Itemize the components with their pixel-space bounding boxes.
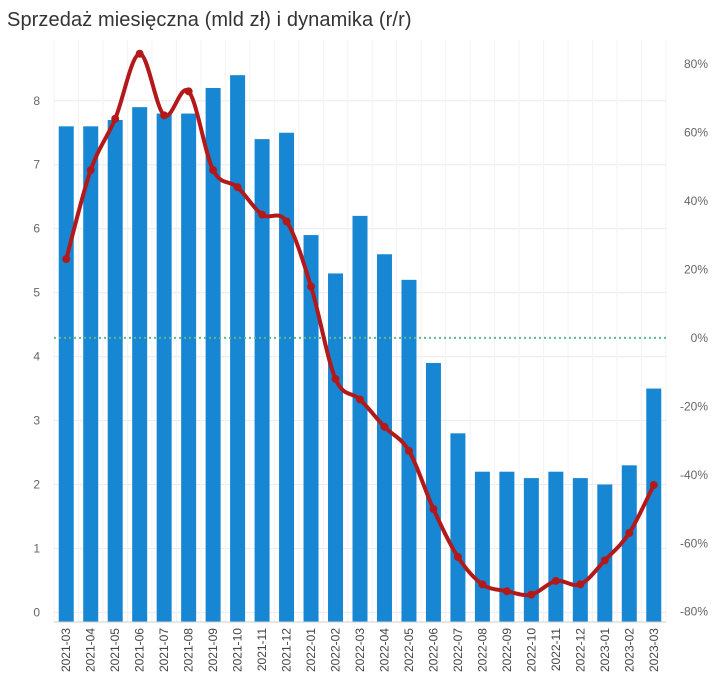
bar xyxy=(499,471,515,622)
y-right-tick-label: 20% xyxy=(684,262,708,276)
y-right-tick-label: -40% xyxy=(680,468,708,482)
y-left-tick-label: 1 xyxy=(33,541,40,555)
bar-series xyxy=(58,75,662,623)
bar xyxy=(548,471,564,622)
bar xyxy=(205,87,221,622)
line-point xyxy=(307,282,316,291)
bar xyxy=(156,113,172,623)
line-point xyxy=(331,374,340,383)
x-tick-label: 2022-09 xyxy=(500,628,514,672)
line-point xyxy=(86,166,95,175)
x-tick-label: 2021-07 xyxy=(157,628,171,672)
x-tick-label: 2022-07 xyxy=(451,628,465,672)
y-left-tick-label: 5 xyxy=(33,286,40,300)
line-point xyxy=(356,395,364,404)
bar xyxy=(646,388,662,622)
bar xyxy=(254,139,270,622)
y-right-tick-label: 60% xyxy=(684,125,708,139)
y-left-tick-label: 7 xyxy=(33,158,40,172)
x-tick-label: 2022-06 xyxy=(426,628,440,672)
line-point xyxy=(258,210,267,219)
bar xyxy=(621,465,637,622)
bar xyxy=(132,107,148,622)
line-point xyxy=(404,446,413,455)
line-point xyxy=(135,49,144,58)
line-point xyxy=(576,580,585,589)
line-point xyxy=(209,166,218,175)
y-right-tick-label: -20% xyxy=(680,399,708,413)
x-tick-label: 2021-03 xyxy=(59,628,73,672)
x-tick-label: 2023-01 xyxy=(598,628,612,672)
x-tick-label: 2021-09 xyxy=(206,628,220,672)
x-tick-label: 2022-10 xyxy=(524,628,538,672)
line-point xyxy=(429,505,438,514)
bar xyxy=(181,113,197,623)
x-tick-label: 2023-02 xyxy=(622,628,636,672)
y-left-tick-label: 8 xyxy=(33,94,40,108)
line-point xyxy=(453,552,462,561)
line-point xyxy=(160,111,169,120)
bar xyxy=(230,75,246,622)
y-left-tick-label: 2 xyxy=(33,477,40,491)
line-point xyxy=(600,556,609,565)
bar xyxy=(303,235,319,623)
line-point xyxy=(282,217,291,226)
bar xyxy=(597,484,613,622)
line-point xyxy=(527,590,536,599)
bar xyxy=(328,273,344,622)
x-tick-label: 2022-01 xyxy=(304,628,318,672)
y-left-tick-label: 3 xyxy=(33,414,40,428)
y-left-tick-label: 6 xyxy=(33,222,40,236)
line-series xyxy=(62,49,658,599)
bar xyxy=(352,215,368,622)
x-tick-label: 2021-11 xyxy=(255,628,269,671)
line-point xyxy=(233,183,242,192)
x-tick-label: 2022-05 xyxy=(402,628,416,672)
y-right-tick-label: 80% xyxy=(684,57,708,71)
bar xyxy=(279,132,295,622)
line-point xyxy=(111,114,120,123)
bar xyxy=(572,478,588,622)
y-right-tick-label: 0% xyxy=(691,331,709,345)
x-tick-label: 2022-11 xyxy=(549,628,563,671)
line-point xyxy=(380,422,389,431)
bar xyxy=(450,433,466,622)
y-left-tick-label: 0 xyxy=(33,605,40,619)
x-tick-label: 2023-03 xyxy=(647,628,661,672)
x-tick-label: 2021-12 xyxy=(280,628,294,672)
line-point xyxy=(478,580,487,589)
y-right-tick-label: -80% xyxy=(680,605,708,619)
x-tick-label: 2021-08 xyxy=(182,628,196,672)
x-tick-label: 2021-04 xyxy=(84,628,98,672)
chart-title: Sprzedaż miesięczna (mld zł) i dynamika … xyxy=(7,9,412,31)
bar xyxy=(474,471,490,622)
x-tick-label: 2022-03 xyxy=(353,628,367,672)
right-y-axis: 80% 60% 40% 20% 0% -20% -40% -60% -80% xyxy=(680,57,708,619)
bar xyxy=(425,362,441,622)
y-left-tick-label: 4 xyxy=(33,350,40,364)
x-axis: 2021-03 2021-04 2021-05 2021-06 2021-07 2021-… xyxy=(54,621,666,672)
x-tick-label: 2022-04 xyxy=(377,628,391,672)
bar xyxy=(376,254,392,622)
x-tick-label: 2022-02 xyxy=(329,628,343,672)
y-right-tick-label: -60% xyxy=(680,536,708,550)
x-tick-label: 2022-08 xyxy=(475,628,489,672)
x-tick-label: 2021-10 xyxy=(231,628,245,672)
bar xyxy=(107,119,123,622)
bar xyxy=(523,478,539,622)
line-point xyxy=(184,87,193,96)
bar xyxy=(83,126,99,622)
line-point xyxy=(649,481,658,490)
x-tick-label: 2021-06 xyxy=(133,628,147,672)
x-tick-label: 2021-05 xyxy=(108,628,122,672)
y-right-tick-label: 40% xyxy=(684,194,708,208)
x-tick-label: 2022-12 xyxy=(573,628,587,672)
bar xyxy=(58,126,74,622)
left-y-axis: 0 1 2 3 4 5 6 7 8 xyxy=(33,94,40,620)
line-point xyxy=(502,587,511,596)
line-point xyxy=(625,528,634,537)
line-point xyxy=(62,255,71,264)
line-point xyxy=(551,576,560,585)
